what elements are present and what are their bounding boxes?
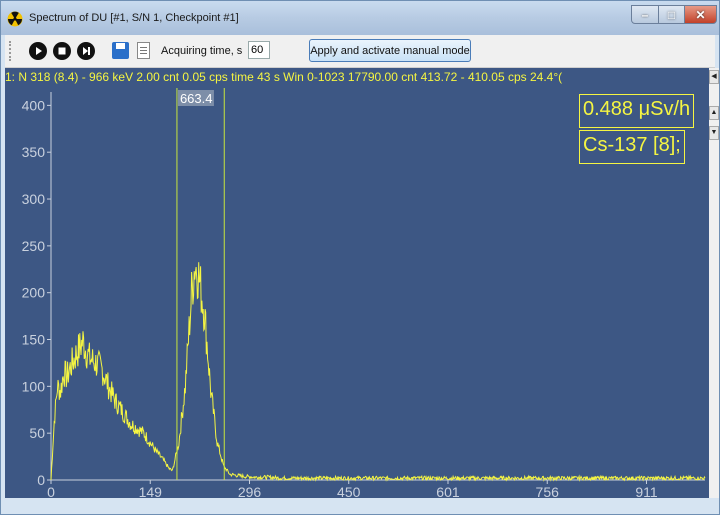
x-tick-label: 601	[436, 484, 460, 498]
toolbar-grip[interactable]	[9, 41, 13, 61]
maximize-button[interactable]: □	[658, 5, 685, 24]
peak-label-box	[177, 90, 214, 106]
y-tick-label: 300	[22, 191, 46, 207]
play-button[interactable]	[29, 42, 47, 60]
acquiring-time-input[interactable]	[248, 41, 270, 59]
step-button[interactable]	[77, 42, 95, 60]
x-tick-label: 911	[635, 484, 658, 498]
spectrum-trace	[50, 262, 706, 482]
radiation-icon	[7, 11, 23, 27]
spectrum-plot[interactable]: 0 50 100 150 200 250 300 350 400 0 149 296 450 601 756…	[5, 68, 709, 498]
y-tick-label: 50	[29, 425, 45, 441]
left-arrow-icon[interactable]: ◀	[709, 70, 719, 84]
side-scroll[interactable]: ◀ ▲ ▼	[709, 68, 719, 498]
y-tick-label: 150	[22, 332, 46, 348]
x-tick-label: 756	[536, 484, 560, 498]
document-icon[interactable]	[137, 42, 150, 59]
save-icon[interactable]	[112, 42, 129, 59]
stop-icon	[58, 47, 66, 55]
y-tick-label: 400	[22, 97, 46, 113]
toolbar: Acquiring time, s Apply and activate man…	[5, 35, 715, 68]
manual-mode-button[interactable]: Apply and activate manual mode	[309, 39, 471, 62]
nuclide-readout: Cs-137 [8];	[579, 130, 685, 164]
status-bar	[1, 498, 719, 514]
close-icon: ✕	[695, 7, 706, 22]
play-icon	[36, 47, 42, 55]
y-tick-label: 250	[22, 238, 46, 254]
x-tick-label: 149	[139, 484, 163, 498]
x-tick-label: 450	[337, 484, 361, 498]
status-line: 1: N 318 (8.4) - 966 keV 2.00 cnt 0.05 c…	[5, 70, 563, 84]
close-button[interactable]: ✕	[684, 5, 717, 24]
maximize-icon: □	[667, 7, 676, 22]
y-tick-label: 350	[22, 144, 46, 160]
x-tick-label: 0	[47, 484, 55, 498]
x-tick-label: 296	[238, 484, 262, 498]
up-arrow-icon[interactable]: ▲	[709, 106, 719, 120]
window-title: Spectrum of DU [#1, S/N 1, Checkpoint #1…	[29, 12, 239, 24]
minimize-icon: –	[641, 7, 649, 22]
spectrum-chart[interactable]: 0 50 100 150 200 250 300 350 400 0 149 296 450 601 756…	[5, 68, 709, 498]
y-tick-label: 0	[37, 472, 45, 488]
title-bar[interactable]: Spectrum of DU [#1, S/N 1, Checkpoint #1…	[1, 1, 719, 35]
dose-rate-readout: 0.488 μSv/h	[579, 94, 695, 128]
next-icon	[83, 47, 90, 55]
stop-button[interactable]	[53, 42, 71, 60]
y-tick-label: 100	[22, 378, 46, 394]
y-tick-label: 200	[22, 285, 46, 301]
down-arrow-icon[interactable]: ▼	[709, 126, 719, 140]
peak-energy-label: 663.4	[180, 91, 213, 106]
minimize-button[interactable]: –	[631, 5, 659, 24]
acquiring-time-label: Acquiring time, s	[161, 45, 243, 57]
